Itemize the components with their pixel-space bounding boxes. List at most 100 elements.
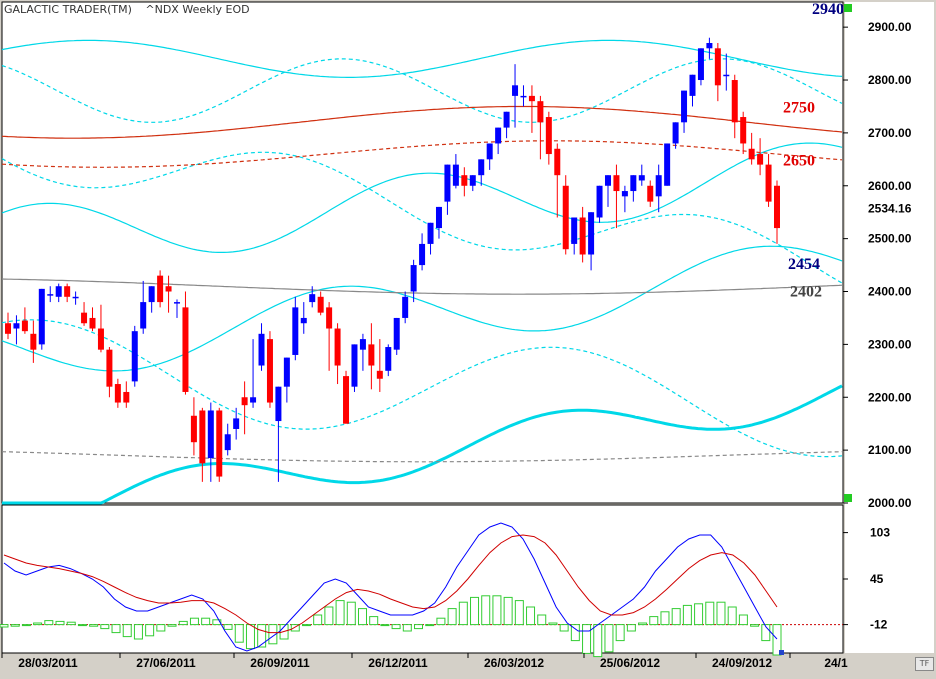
candle-body-85: [723, 74, 730, 77]
candle-body-38: [326, 307, 333, 329]
osc-bar-7: [77, 624, 87, 627]
candle-body-44: [376, 370, 383, 379]
candle-body-49: [419, 243, 426, 266]
osc-bar-62: [694, 603, 704, 626]
tf-button[interactable]: TF: [915, 657, 934, 671]
candle-body-75: [638, 175, 645, 181]
osc-bar-52: [582, 624, 592, 654]
candle-body-47: [402, 296, 409, 318]
cycle-wave-6: [2, 384, 843, 505]
candle-body-57: [486, 143, 493, 160]
price-tick-label-3: 2300.00: [868, 337, 912, 351]
osc-bar-57: [638, 622, 648, 626]
osc-bar-33: [369, 616, 379, 626]
candle-body-6: [55, 286, 62, 297]
osc-bar-56: [626, 624, 636, 632]
candle-body-51: [435, 206, 442, 229]
candle-body-7: [64, 286, 71, 297]
price-tick-label-9: 2900.00: [868, 20, 912, 34]
osc-bar-28: [313, 614, 323, 626]
osc-bar-5: [55, 620, 65, 626]
osc-bar-14: [156, 624, 166, 632]
osc-bar-22: [245, 624, 255, 650]
candle-body-81: [689, 74, 696, 96]
app-name: GALACTIC TRADER(TM): [4, 3, 132, 16]
price-tick-label-0: 2000.00: [868, 496, 912, 510]
candle-body-5: [47, 294, 54, 296]
osc-bar-43: [481, 595, 491, 626]
osc-bar-10: [111, 624, 121, 634]
osc-bar-19: [212, 619, 222, 626]
candle-body-40: [343, 376, 350, 424]
candle-body-58: [495, 127, 502, 144]
candle-body-69: [588, 212, 595, 255]
candle-body-35: [300, 317, 307, 324]
osc-bar-50: [559, 624, 569, 632]
osc-bar-64: [716, 601, 726, 626]
osc-bar-23: [257, 624, 267, 648]
candle-body-82: [697, 48, 704, 81]
cycle-wave-3: [1, 151, 843, 284]
osc-tick-label-0: 103: [870, 526, 890, 540]
candle-body-17: [148, 286, 155, 303]
osc-bar-63: [705, 601, 715, 626]
osc-bar-45: [503, 596, 513, 626]
osc-bar-34: [380, 624, 390, 627]
candle-body-0: [5, 323, 11, 334]
osc-bar-12: [133, 624, 143, 640]
price-tick-label-1: 2100.00: [868, 443, 912, 457]
osc-bar-26: [290, 624, 300, 632]
candle-body-61: [520, 95, 527, 98]
osc-bar-21: [234, 624, 244, 643]
candle-body-11: [97, 328, 104, 350]
osc-bar-18: [201, 617, 211, 626]
candle-body-53: [452, 164, 459, 186]
x-label-2: 26/09/2011: [250, 656, 310, 670]
candle-body-83: [706, 43, 713, 49]
cycle-wave-4: [1, 245, 843, 372]
last-price-label: 2534.16: [868, 202, 912, 216]
candle-body-14: [123, 391, 130, 403]
candle-body-68: [579, 217, 586, 255]
candle-body-29: [250, 397, 257, 403]
osc-bar-13: [145, 624, 155, 637]
candle-body-80: [681, 90, 688, 123]
candle-body-12: [106, 349, 113, 387]
osc-bar-61: [682, 604, 692, 626]
candle-body-52: [444, 164, 451, 202]
osc-bar-0: [0, 624, 9, 628]
osc-bar-65: [727, 606, 737, 626]
candle-body-46: [393, 317, 400, 350]
candle-body-27: [233, 418, 240, 429]
candle-body-87: [740, 117, 747, 144]
osc-bar-40: [447, 608, 457, 626]
candle-body-20: [174, 302, 181, 304]
osc-bar-46: [514, 600, 524, 626]
cycle-wave-2: [1, 142, 843, 253]
level-label-4: 2402: [790, 283, 822, 300]
osc-bar-47: [526, 606, 536, 626]
osc-bar-67: [750, 624, 760, 627]
osc-bar-68: [761, 624, 771, 642]
x-label-3: 26/12/2011: [368, 656, 428, 670]
candle-body-89: [757, 154, 764, 165]
candle-body-21: [182, 307, 189, 392]
cycle-wave-10: [1, 451, 843, 463]
osc-line-1: [3, 534, 778, 634]
osc-bar-3: [33, 622, 43, 626]
candle-body-36: [309, 294, 316, 303]
candle-body-25: [216, 410, 223, 477]
candle-body-9: [81, 312, 88, 324]
osc-bar-35: [391, 624, 401, 630]
candle-body-73: [621, 191, 628, 197]
osc-bar-41: [458, 601, 468, 626]
osc-bar-15: [167, 624, 177, 627]
osc-bar-32: [357, 608, 367, 626]
osc-line-0: [3, 522, 778, 652]
x-label-4: 26/03/2012: [484, 656, 544, 670]
osc-bar-69: [772, 624, 782, 656]
candle-body-8: [72, 296, 79, 299]
candle-body-88: [748, 148, 755, 160]
symbol-label: ^NDX Weekly EOD: [145, 3, 250, 16]
